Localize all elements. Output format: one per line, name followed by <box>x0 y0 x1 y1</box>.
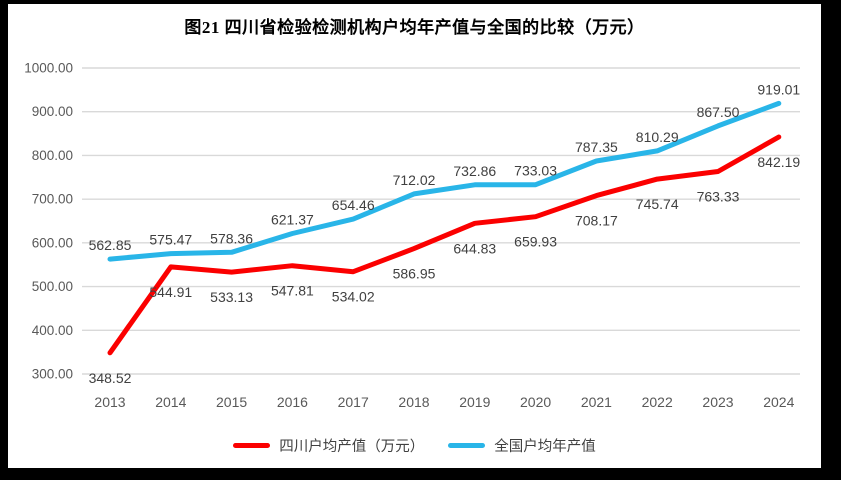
legend-label-sichuan: 四川户均产值（万元） <box>279 439 425 455</box>
line-chart: 300.00 400.00 500.00 600.00 700.00 800.00 900.… <box>24 61 800 411</box>
data-label: 547.81 <box>271 283 314 299</box>
y-tick-label: 700.00 <box>32 192 73 207</box>
y-tick-label: 1000.00 <box>24 61 73 76</box>
data-label: 562.85 <box>89 237 132 253</box>
chart-panel: 图21 四川省检验检测机构户均年产值与全国的比较（万元） 300.00 400.0… <box>8 4 821 468</box>
chart-title: 图21 四川省检验检测机构户均年产值与全国的比较（万元） <box>184 18 645 37</box>
x-tick-label: 2022 <box>642 394 673 410</box>
data-label: 919.01 <box>757 81 800 97</box>
data-label: 534.02 <box>332 289 375 305</box>
data-label: 586.95 <box>393 266 436 282</box>
data-label: 654.46 <box>332 197 375 213</box>
data-label: 763.33 <box>697 188 740 204</box>
data-label: 810.29 <box>636 129 679 145</box>
data-label: 621.37 <box>271 212 314 228</box>
data-label: 533.13 <box>210 289 253 305</box>
data-label: 659.93 <box>514 234 557 250</box>
data-label: 708.17 <box>575 213 618 229</box>
x-tick-label: 2024 <box>763 394 794 410</box>
y-tick-label: 300.00 <box>32 367 73 382</box>
data-label: 575.47 <box>149 232 192 248</box>
data-label: 544.91 <box>149 284 192 300</box>
x-tick-label: 2013 <box>94 394 125 410</box>
data-label: 732.86 <box>453 163 496 179</box>
x-tick-label: 2018 <box>398 394 429 410</box>
data-label: 578.36 <box>210 230 253 246</box>
x-tick-label: 2017 <box>338 394 369 410</box>
y-tick-label: 500.00 <box>32 279 73 294</box>
x-tick-label: 2020 <box>520 394 551 410</box>
y-tick-label: 900.00 <box>32 104 73 119</box>
data-label: 644.83 <box>453 240 496 256</box>
chart-legend: 四川户均产值（万元） 全国户均年产值 <box>8 435 821 456</box>
legend-label-national: 全国户均年产值 <box>494 439 596 455</box>
data-label: 787.35 <box>575 139 618 155</box>
legend-item-sichuan: 四川户均产值（万元） <box>233 435 424 456</box>
data-label: 712.02 <box>393 172 436 188</box>
x-tick-label: 2019 <box>459 394 490 410</box>
data-label: 842.19 <box>757 154 800 170</box>
data-label: 867.50 <box>697 104 740 120</box>
series-line-1 <box>107 100 782 262</box>
data-label: 348.52 <box>89 370 132 386</box>
y-tick-label: 400.00 <box>32 323 73 338</box>
y-tick-label: 800.00 <box>32 148 73 163</box>
x-tick-label: 2014 <box>155 394 186 410</box>
legend-swatch-national <box>448 443 486 448</box>
x-tick-label: 2016 <box>277 394 308 410</box>
x-tick-label: 2015 <box>216 394 247 410</box>
legend-swatch-sichuan <box>233 443 271 448</box>
legend-item-national: 全国户均年产值 <box>448 435 596 456</box>
x-tick-label: 2023 <box>702 394 733 410</box>
data-label: 733.03 <box>514 163 557 179</box>
x-tick-label: 2021 <box>581 394 612 410</box>
data-label: 745.74 <box>636 196 679 212</box>
series-line-0 <box>107 134 782 356</box>
y-tick-label: 600.00 <box>32 235 73 250</box>
